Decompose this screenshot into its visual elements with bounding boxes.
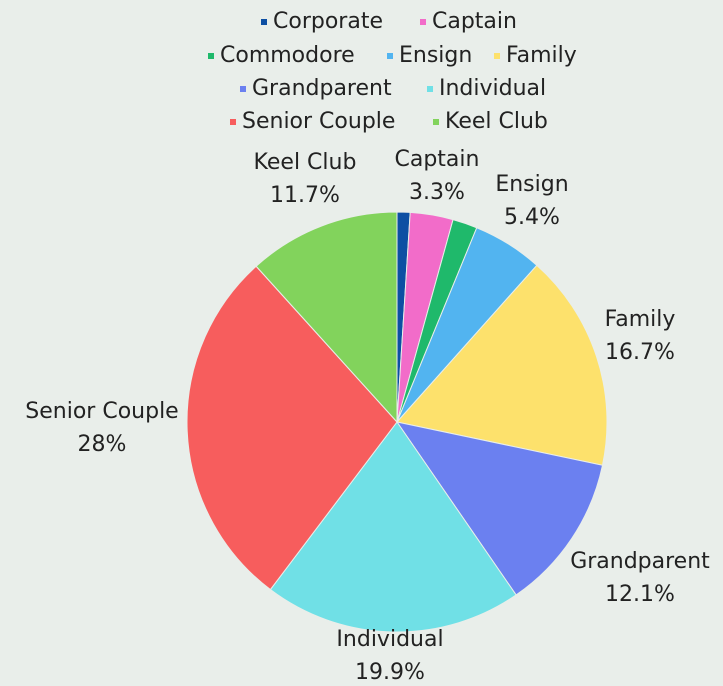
pie-slice xyxy=(186,265,398,591)
slice-name: Grandparent xyxy=(570,549,710,574)
legend-marker xyxy=(433,119,439,125)
legend-marker xyxy=(230,119,236,125)
slice-value: 28% xyxy=(78,432,127,457)
legend-label: Corporate xyxy=(273,9,383,34)
legend-label: Grandparent xyxy=(252,76,392,101)
slice-name: Senior Couple xyxy=(25,399,178,424)
pie-slice xyxy=(396,264,608,466)
pie-slice xyxy=(255,211,398,424)
slice-value: 11.7% xyxy=(270,183,340,208)
slice-value: 5.4% xyxy=(504,205,560,230)
legend-marker xyxy=(427,86,433,92)
slice-value: 19.9% xyxy=(355,660,425,685)
legend-label: Senior Couple xyxy=(242,109,395,134)
pie-slice xyxy=(395,421,604,596)
slice-name: Individual xyxy=(336,627,443,652)
slice-value: 12.1% xyxy=(605,582,675,607)
legend-label: Captain xyxy=(432,9,517,34)
legend-label: Individual xyxy=(439,76,546,101)
slice-value: 16.7% xyxy=(605,340,675,365)
pie-slice xyxy=(269,421,517,633)
slice-name: Captain xyxy=(395,147,480,172)
legend-label: Family xyxy=(506,43,577,68)
legend: Corporate Captain Commodore Ensign Family Gra… xyxy=(208,9,577,134)
legend-marker xyxy=(240,86,246,92)
legend-label: Keel Club xyxy=(445,109,548,134)
slice-name: Family xyxy=(605,307,676,332)
slice-name: Ensign xyxy=(495,172,568,197)
legend-marker xyxy=(420,19,426,25)
legend-marker xyxy=(261,19,267,25)
slice-value: 3.3% xyxy=(409,180,465,205)
legend-marker xyxy=(494,53,500,59)
slice-name: Keel Club xyxy=(254,150,357,175)
legend-marker xyxy=(387,53,393,59)
legend-label: Commodore xyxy=(220,43,355,68)
legend-label: Ensign xyxy=(399,43,472,68)
legend-marker xyxy=(208,53,214,59)
